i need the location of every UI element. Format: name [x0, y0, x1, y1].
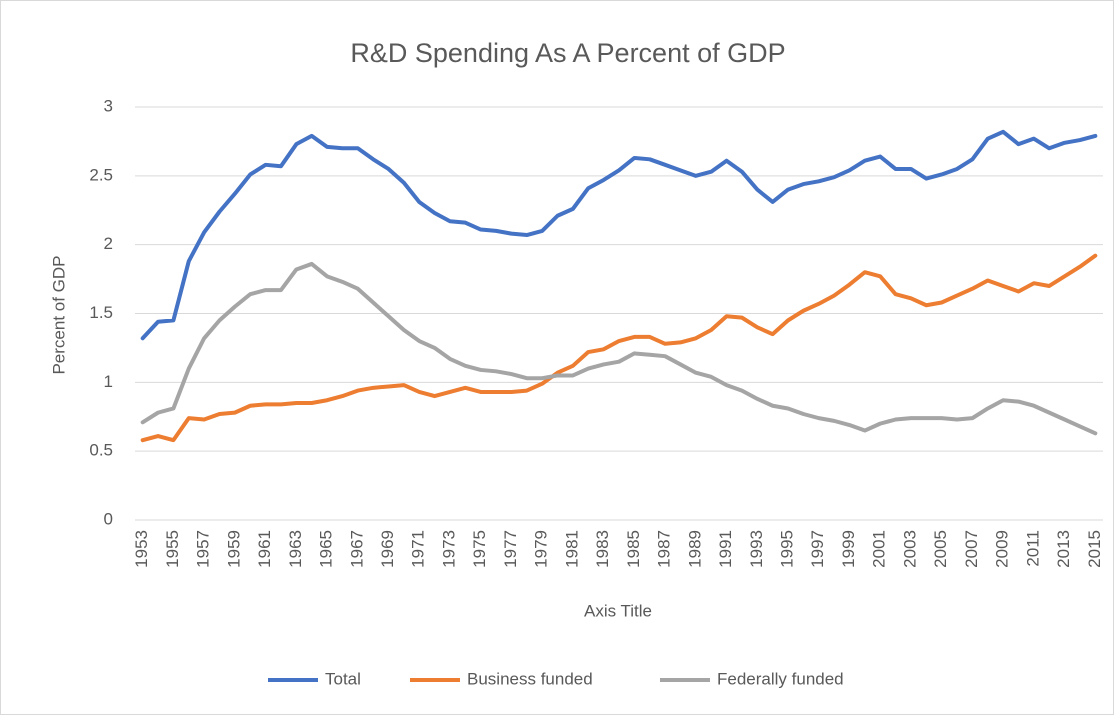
- x-tick-label: 1995: [778, 530, 797, 568]
- y-tick-label: 2.5: [89, 165, 113, 184]
- x-tick-label: 1955: [163, 530, 182, 568]
- x-tick-label: 1957: [194, 530, 213, 568]
- y-tick-label: 0.5: [89, 441, 113, 460]
- x-tick-label: 1997: [808, 530, 827, 568]
- y-tick-label: 0: [104, 509, 113, 528]
- x-tick-label: 2007: [962, 530, 981, 568]
- x-tick-label: 1989: [685, 530, 704, 568]
- x-tick-label: 2011: [1023, 530, 1042, 567]
- x-tick-label: 1967: [347, 530, 366, 568]
- x-tick-label: 1991: [716, 530, 735, 568]
- y-tick-label: 2: [104, 234, 113, 253]
- x-tick-label: 1965: [317, 530, 336, 568]
- x-tick-label: 2015: [1085, 530, 1104, 568]
- y-tick-label: 1.5: [89, 303, 113, 322]
- x-tick-label: 1959: [224, 530, 243, 568]
- x-tick-label: 1999: [839, 530, 858, 568]
- x-tick-label: 2003: [900, 530, 919, 568]
- series-line: [140, 129, 1098, 341]
- x-tick-label: 1953: [132, 530, 151, 568]
- x-tick-label: 2001: [870, 530, 889, 568]
- x-tick-label: 1973: [439, 530, 458, 568]
- y-tick-label: 3: [104, 96, 113, 115]
- x-tick-label: 1993: [747, 530, 766, 568]
- y-tick-label: 1: [104, 372, 113, 391]
- legend-label: Federally funded: [717, 669, 844, 688]
- x-tick-label: 1971: [409, 530, 428, 568]
- x-tick-label: 1969: [378, 530, 397, 568]
- series-line: [140, 261, 1098, 436]
- x-tick-label: 1977: [501, 530, 520, 568]
- x-tick-label: 1981: [562, 530, 581, 568]
- chart-title: R&D Spending As A Percent of GDP: [350, 38, 785, 68]
- x-tick-label: 1985: [624, 530, 643, 568]
- x-tick-label: 2009: [993, 530, 1012, 568]
- x-axis-title: Axis Title: [584, 601, 652, 620]
- x-tick-label: 1987: [655, 530, 674, 568]
- x-tick-label: 2013: [1054, 530, 1073, 568]
- x-tick-label: 2005: [931, 530, 950, 568]
- x-tick-label: 1963: [286, 530, 305, 568]
- y-axis-title: Percent of GDP: [49, 255, 68, 374]
- series-line: [140, 253, 1098, 443]
- x-tick-label: 1979: [532, 530, 551, 568]
- x-tick-label: 1961: [255, 530, 274, 568]
- legend-label: Total: [325, 669, 361, 688]
- legend-label: Business funded: [467, 669, 593, 688]
- x-tick-label: 1975: [470, 530, 489, 568]
- x-tick-label: 1983: [593, 530, 612, 568]
